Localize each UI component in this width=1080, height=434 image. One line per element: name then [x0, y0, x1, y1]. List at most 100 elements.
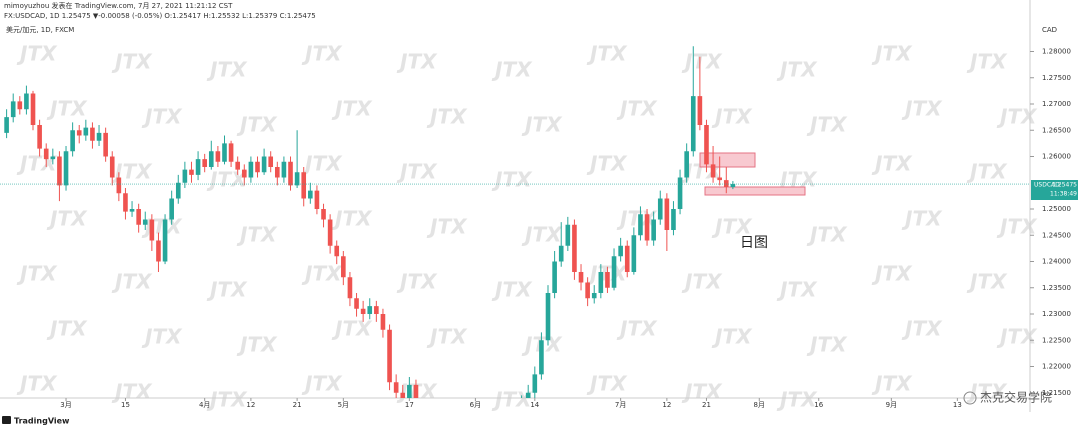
watermark: JTX — [901, 97, 943, 121]
candle-body — [420, 403, 425, 419]
candle-body — [123, 193, 128, 212]
watermark: JTX — [996, 215, 1038, 239]
x-tick-label: 14 — [530, 401, 539, 409]
watermark: JTX — [996, 105, 1038, 129]
candle-body — [43, 148, 49, 160]
candle-body — [565, 224, 571, 246]
watermark: JTX — [966, 270, 1008, 294]
watermark: JTX — [46, 317, 88, 341]
watermark: JTX — [426, 105, 468, 129]
watermark: JTX — [46, 207, 88, 231]
candle-body — [268, 156, 274, 167]
watermark: JTX — [806, 113, 848, 137]
watermark: JTX — [206, 168, 248, 192]
watermark: JTX — [301, 262, 343, 286]
candle-body — [638, 214, 643, 236]
candle-body — [644, 214, 650, 241]
candle-body — [624, 245, 630, 272]
y-tick-label: 1.23500 — [1042, 284, 1071, 292]
y-tick-label: 1.27500 — [1042, 74, 1071, 82]
watermark: JTX — [871, 372, 913, 396]
candle-body — [215, 151, 221, 162]
candle-body — [294, 172, 300, 186]
candle-body — [611, 256, 617, 288]
price-label-box — [1031, 180, 1078, 200]
watermark: JTX — [616, 207, 658, 231]
candle-body — [241, 169, 247, 178]
x-tick-label: 4月 — [199, 401, 210, 409]
candle-body — [657, 198, 663, 220]
candle-body — [631, 235, 637, 272]
candle-body — [704, 125, 709, 165]
watermark: JTX — [901, 207, 943, 231]
watermark: JTX — [681, 270, 723, 294]
candle-body — [4, 117, 9, 133]
candle-body — [407, 384, 412, 398]
y-tick-label: 1.28000 — [1042, 48, 1071, 56]
watermark: JTX — [111, 50, 153, 74]
candle-body — [261, 156, 267, 173]
y-tick-label: 1.24000 — [1042, 258, 1071, 266]
watermark: JTX — [396, 160, 438, 184]
watermark: JTX — [301, 42, 343, 66]
watermark: JTX — [16, 372, 58, 396]
x-tick-label: 12 — [246, 401, 255, 409]
watermark: JTX — [301, 372, 343, 396]
watermark: JTX — [776, 388, 818, 412]
candles — [4, 46, 736, 430]
candle-body — [83, 127, 89, 136]
candle-body — [136, 209, 141, 225]
watermark: JTX — [966, 160, 1008, 184]
candle-body — [182, 169, 188, 183]
watermark: JTX — [711, 215, 753, 239]
x-tick-label: 5月 — [338, 401, 349, 409]
watermark: JTX — [616, 317, 658, 341]
watermark: JTX — [426, 215, 468, 239]
watermark: JTX — [521, 113, 563, 137]
candle-body — [50, 156, 56, 160]
logo-icon — [2, 416, 11, 424]
candle-body — [433, 422, 438, 430]
candle-body — [321, 209, 326, 220]
candle-body — [103, 132, 108, 157]
watermark: JTX — [806, 223, 848, 247]
watermark: JTX — [301, 152, 343, 176]
candle-body — [664, 198, 670, 230]
candle-body — [413, 384, 419, 398]
watermark: JTX — [331, 207, 373, 231]
candle-body — [281, 161, 287, 178]
candle-body — [10, 101, 16, 118]
watermark: JTX — [586, 42, 628, 66]
candle-body — [334, 245, 340, 257]
candle-body — [499, 419, 504, 430]
candle-body — [367, 306, 373, 314]
x-tick-label: 9月 — [886, 401, 897, 409]
watermark: JTX — [806, 333, 848, 357]
x-tick-label: 3月 — [60, 401, 71, 409]
watermark: JTX — [141, 215, 183, 239]
y-tick-label: 1.22000 — [1042, 363, 1071, 371]
watermark: JTX — [586, 152, 628, 176]
price-clock: 11:38:49 — [1050, 191, 1077, 198]
candle-body — [156, 240, 161, 262]
candle-body — [585, 282, 590, 299]
y-tick-label: 1.26000 — [1042, 153, 1071, 161]
candle-body — [189, 169, 194, 175]
x-tick-label: 6月 — [470, 401, 481, 409]
resistance-zone — [699, 152, 756, 168]
candle-body — [723, 180, 729, 187]
y-tick-label: 1.24500 — [1042, 231, 1071, 239]
watermark: JTX — [491, 278, 533, 302]
watermark: JTX — [871, 42, 913, 66]
currency: CAD — [1042, 26, 1057, 34]
x-tick-label: 16 — [814, 401, 823, 409]
candle-body — [374, 306, 379, 314]
candle-body — [109, 156, 115, 178]
watermark: JTX — [236, 333, 278, 357]
candle-body — [360, 308, 366, 314]
watermark: JTX — [16, 262, 58, 286]
brand-icon — [963, 391, 977, 405]
candle-body — [539, 340, 544, 375]
x-tick-label: 17 — [405, 401, 414, 409]
watermark: JTX — [206, 58, 248, 82]
